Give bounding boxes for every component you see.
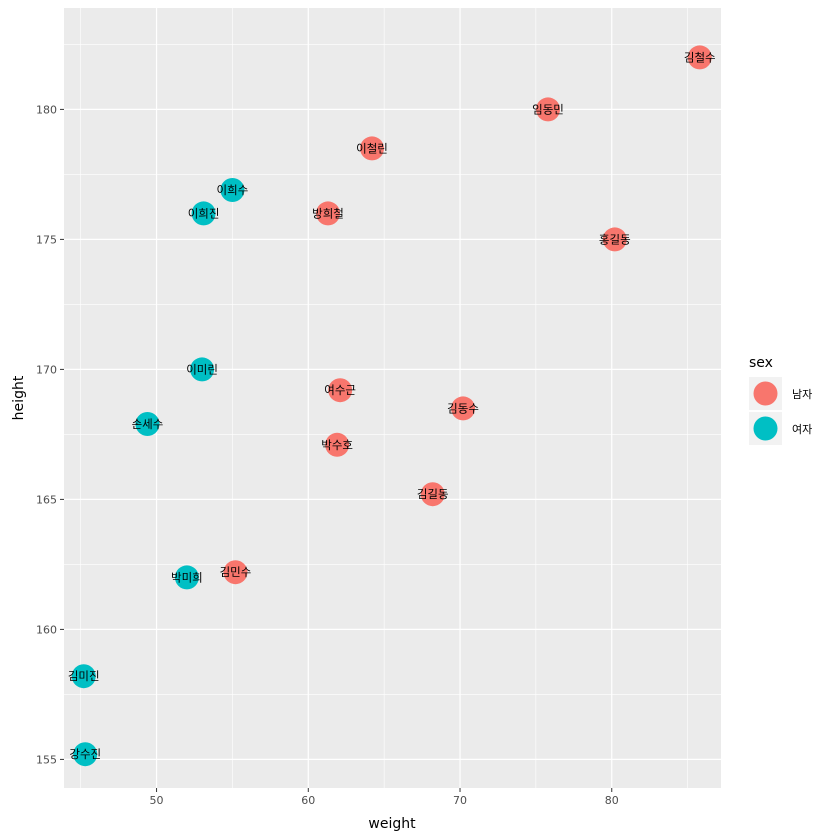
data-point-김길동: [420, 482, 445, 507]
y-tick-label: 155: [36, 753, 57, 766]
data-label-박수호: 박수호: [321, 438, 353, 452]
data-point-이미린: [190, 357, 215, 382]
data-label-이희수: 이희수: [217, 183, 249, 197]
data-point-김민수: [223, 560, 248, 585]
data-point-김미진: [71, 664, 96, 689]
data-point-김동수: [451, 396, 476, 421]
data-label-김미진: 김미진: [68, 669, 100, 683]
data-point-이희수: [220, 178, 245, 202]
data-point-임동민: [536, 97, 561, 122]
data-label-김철수: 김철수: [684, 50, 716, 64]
data-label-이미린: 이미린: [186, 362, 218, 376]
x-tick-label: 50: [150, 794, 164, 807]
data-point-박수호: [325, 432, 350, 457]
data-label-강수진: 강수진: [69, 747, 101, 761]
data-label-임동민: 임동민: [532, 102, 564, 116]
data-point-이철린: [360, 136, 385, 161]
data-label-박미희: 박미희: [171, 570, 203, 584]
legend: sex 남자 여자: [749, 355, 812, 445]
data-label-방희철: 방희철: [312, 206, 344, 220]
data-label-여수근: 여수근: [324, 383, 356, 397]
x-tick-label: 80: [605, 794, 619, 807]
data-label-김길동: 김길동: [417, 487, 449, 501]
data-label-이희진: 이희진: [188, 206, 220, 220]
y-tick-label: 170: [36, 363, 57, 376]
legend-label-남자: 남자: [792, 388, 812, 401]
data-label-이철린: 이철린: [356, 141, 388, 155]
legend-key-남자: [753, 381, 778, 406]
data-label-손세수: 손세수: [132, 417, 164, 431]
data-points: [71, 45, 712, 767]
y-tick-label: 175: [36, 233, 57, 246]
data-label-김민수: 김민수: [220, 565, 252, 579]
data-point-이희진: [191, 201, 216, 226]
x-tick-label: 60: [301, 794, 315, 807]
legend-title: sex: [749, 355, 773, 371]
y-tick-label: 160: [36, 623, 57, 636]
data-label-김동수: 김동수: [447, 401, 479, 415]
data-point-손세수: [135, 412, 160, 436]
data-point-박미희: [174, 565, 199, 590]
y-tick-label: 165: [36, 493, 57, 506]
legend-key-여자: [753, 416, 778, 441]
data-point-방희철: [316, 201, 341, 226]
panel-background: [64, 8, 721, 788]
legend-label-여자: 여자: [792, 423, 812, 436]
y-axis-title: height: [11, 375, 27, 420]
x-tick-label: 70: [453, 794, 467, 807]
x-axis-ticks: 50 60 70 80: [150, 788, 619, 807]
y-axis-ticks: 155 160 165 170 175 180: [36, 103, 64, 766]
data-point-홍길동: [602, 227, 627, 252]
x-axis-title: weight: [368, 816, 416, 832]
data-label-홍길동: 홍길동: [599, 232, 631, 246]
y-tick-label: 180: [36, 103, 57, 116]
data-point-강수진: [73, 742, 98, 767]
data-point-여수근: [328, 378, 353, 403]
data-point-김철수: [687, 45, 712, 70]
